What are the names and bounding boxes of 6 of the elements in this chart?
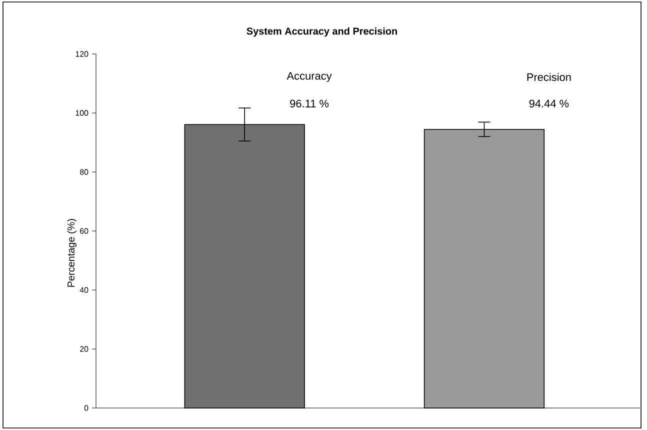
y-axis-title: Percentage (%) [67, 219, 77, 287]
x-tick-label: Precision [527, 72, 571, 82]
data-label: 94.44 % [529, 100, 569, 108]
x-tick-label: Accuracy [286, 72, 332, 82]
chart-title: System Accuracy and Precision [246, 27, 397, 37]
data-label: 96.11 % [290, 100, 329, 108]
